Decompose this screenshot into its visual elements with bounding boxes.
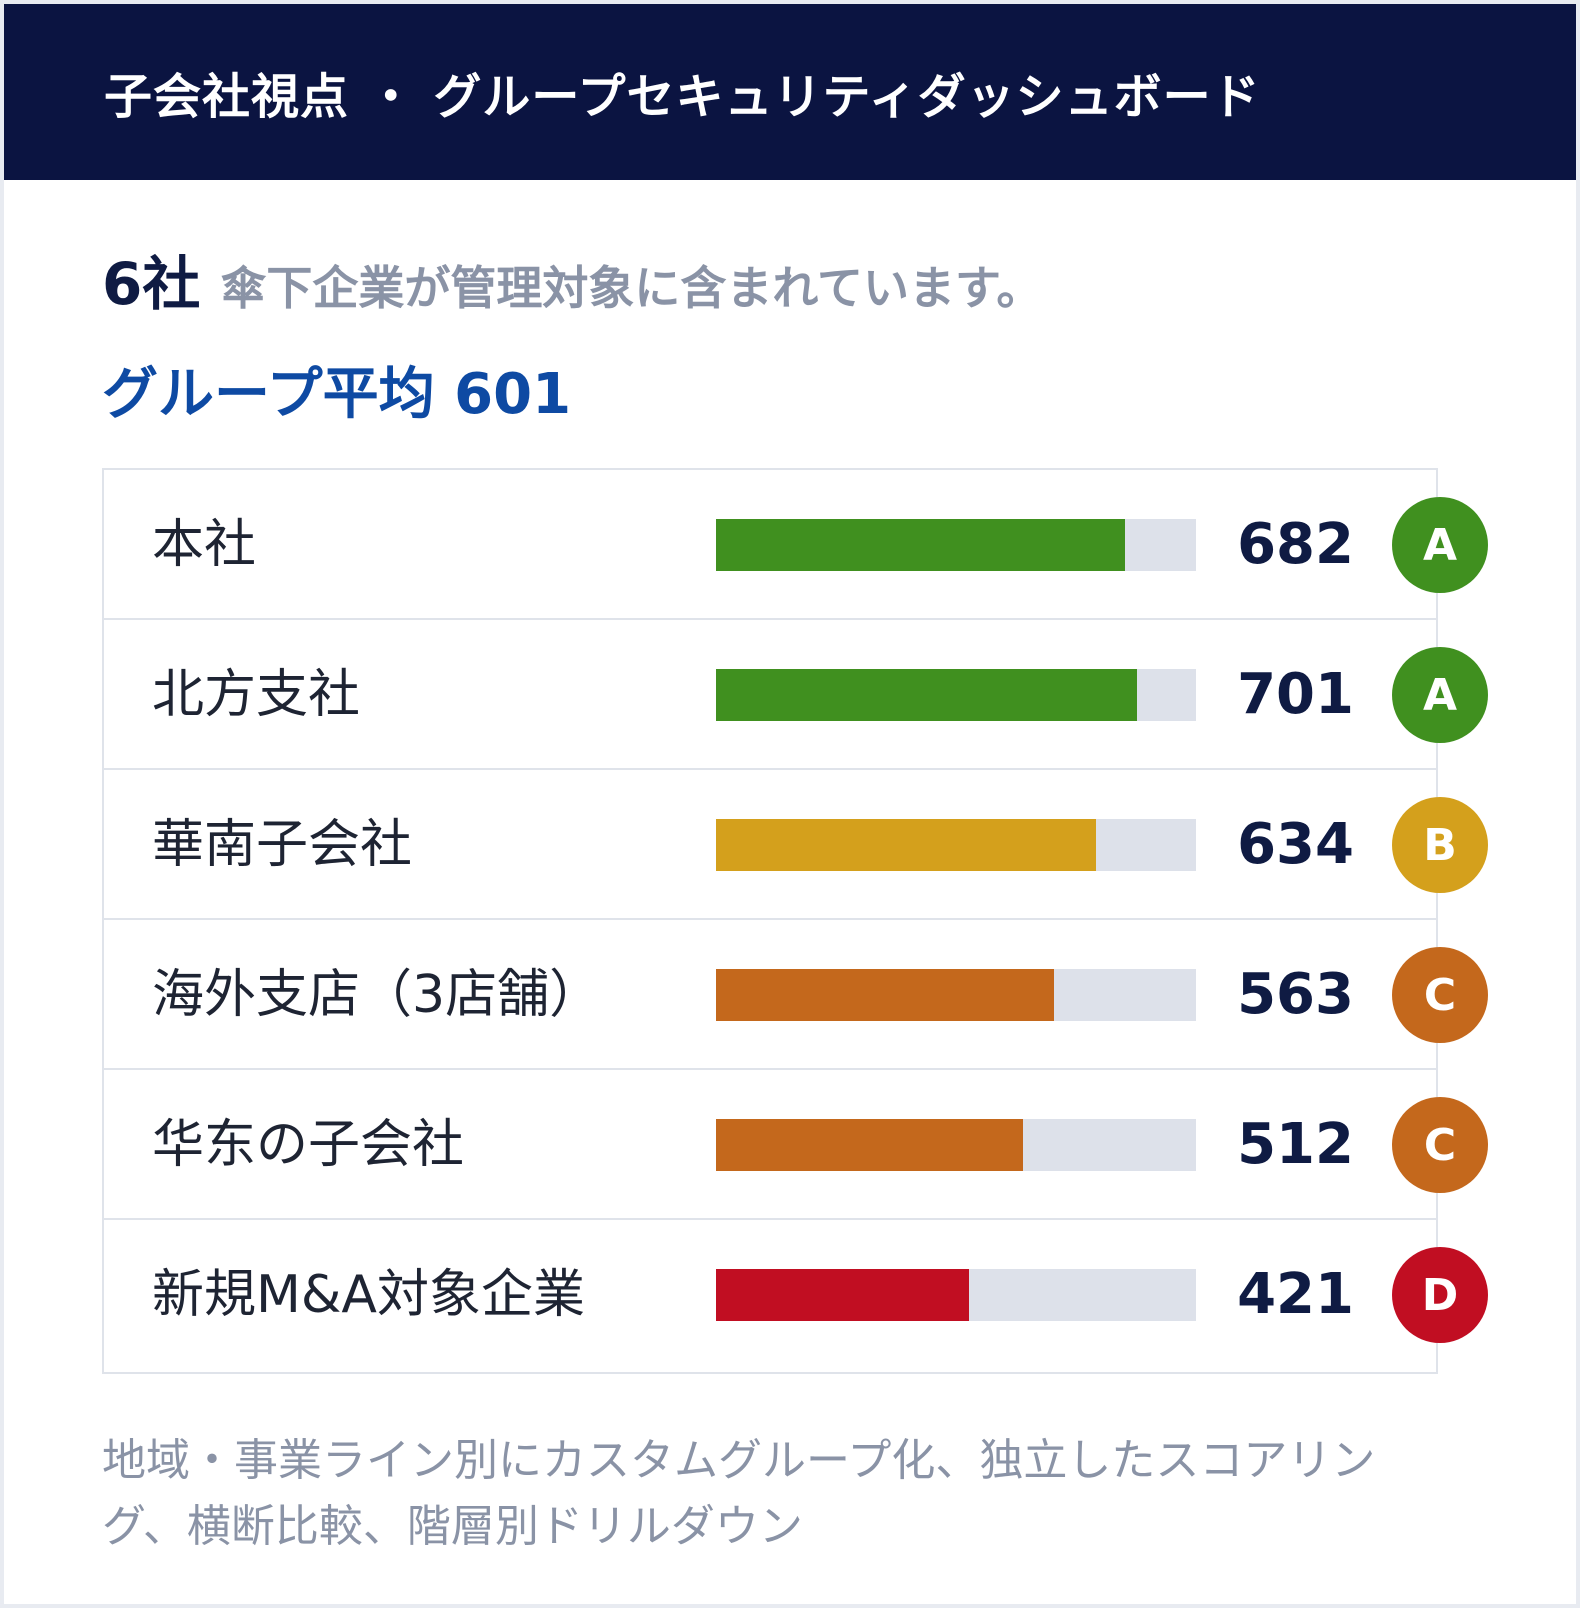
score-value: 421: [1237, 1262, 1354, 1327]
table-row[interactable]: 海外支店（3店舗） 563 C: [104, 920, 1488, 1070]
company-count-description: 傘下企業が管理対象に含まれています。: [220, 261, 1043, 315]
grade-badge: A: [1392, 497, 1488, 593]
company-name: 新規M&A対象企業: [152, 1265, 585, 1325]
company-name: 本社: [152, 515, 257, 575]
table-row[interactable]: 华东の子会社 512 C: [104, 1070, 1488, 1220]
score-value: 563: [1237, 962, 1354, 1027]
score-bar-track: [716, 519, 1196, 571]
dashboard-card: 子会社視点 ・ グループセキュリティダッシュボード 6社 傘下企業が管理対象に含ま…: [4, 4, 1576, 1604]
grade-badge: B: [1392, 797, 1488, 893]
score-value: 634: [1237, 812, 1354, 877]
company-name: 北方支社: [152, 665, 361, 725]
table-row[interactable]: 新規M&A対象企業 421 D: [104, 1220, 1488, 1370]
score-bar-fill: [716, 519, 1126, 571]
grade-badge: C: [1392, 1097, 1488, 1193]
table-row[interactable]: 本社 682 A: [104, 470, 1488, 620]
score-value: 512: [1237, 1112, 1354, 1177]
score-value: 701: [1237, 662, 1354, 727]
summary-section: 6社 傘下企業が管理対象に含まれています。 グループ平均 601: [102, 244, 1042, 430]
header-bar: 子会社視点 ・ グループセキュリティダッシュボード: [4, 4, 1576, 180]
score-value: 682: [1237, 512, 1354, 577]
table-row[interactable]: 北方支社 701 A: [104, 620, 1488, 770]
score-bar-track: [716, 969, 1196, 1021]
page-title: 子会社視点 ・ グループセキュリティダッシュボード: [104, 69, 1261, 125]
table-row[interactable]: 華南子会社 634 B: [104, 770, 1488, 920]
subsidiary-score-table: 本社 682 A 北方支社 701 A 華南子会社 634 B 海外支店（3店舗…: [102, 468, 1488, 1374]
feature-note: 地域・事業ライン別にカスタムグループ化、独立したスコアリング、横断比較、階層別ド…: [102, 1435, 1376, 1552]
grade-badge: D: [1392, 1247, 1488, 1343]
company-name: 海外支店（3店舗）: [152, 965, 602, 1025]
score-bar-fill: [716, 669, 1137, 721]
score-bar-track: [716, 819, 1196, 871]
score-bar-track: [716, 1269, 1196, 1321]
score-bar-track: [716, 1119, 1196, 1171]
company-count: 6社: [102, 250, 201, 318]
grade-badge: A: [1392, 647, 1488, 743]
score-bar-fill: [716, 1119, 1024, 1171]
company-name: 华东の子会社: [152, 1115, 465, 1175]
score-bar-fill: [716, 1269, 969, 1321]
score-bar-fill: [716, 969, 1054, 1021]
score-bar-fill: [716, 819, 1097, 871]
grade-badge: C: [1392, 947, 1488, 1043]
group-average: グループ平均 601: [102, 362, 572, 427]
score-bar-track: [716, 669, 1196, 721]
company-name: 華南子会社: [152, 815, 413, 875]
summary-line: 6社 傘下企業が管理対象に含まれています。: [102, 244, 1042, 339]
